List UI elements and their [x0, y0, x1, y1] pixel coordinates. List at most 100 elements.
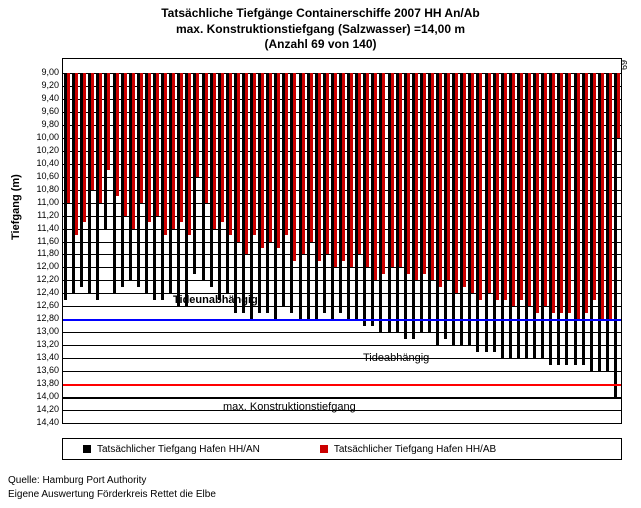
y-tick-label: 11,40 — [37, 223, 59, 233]
bar-ab — [374, 73, 377, 280]
bar-ab — [447, 73, 450, 280]
bar-ab — [382, 73, 385, 274]
y-axis-title: Tiefgang (m) — [10, 174, 22, 240]
footer-source: Quelle: Hamburg Port Authority — [8, 474, 216, 488]
y-tick-label: 10,80 — [36, 184, 59, 194]
chart-title: Tatsächliche Tiefgänge Containerschiffe … — [0, 0, 641, 53]
y-tick-label: 9,20 — [41, 80, 59, 90]
y-tick-label: 12,20 — [36, 274, 59, 284]
bar-ab — [366, 73, 369, 267]
title-line-3: (Anzahl 69 von 140) — [0, 37, 641, 53]
y-tick-label: 12,80 — [36, 313, 59, 323]
y-tick-label: 11,80 — [37, 248, 59, 258]
bar-ab — [285, 73, 288, 235]
annotation-label: max. Konstruktionstiefgang — [223, 401, 356, 413]
bar-ab — [107, 73, 110, 170]
bar-ab — [520, 73, 523, 300]
reference-line — [63, 319, 621, 321]
bar-ab — [609, 73, 612, 319]
bar-ab — [164, 73, 167, 235]
y-tick-label: 14,00 — [36, 391, 59, 401]
bar-ab — [504, 73, 507, 300]
bars-container — [63, 73, 621, 423]
bar-ab — [391, 73, 394, 267]
reference-line — [63, 397, 621, 399]
y-tick-label: 12,00 — [36, 261, 59, 271]
bar-ab — [512, 73, 515, 306]
bar-ab — [245, 73, 248, 254]
y-tick-label: 11,60 — [37, 236, 59, 246]
y-tick-label: 9,80 — [41, 119, 59, 129]
y-tick-label: 13,80 — [36, 378, 59, 388]
footer-attribution: Eigene Auswertung Förderkreis Rettet die… — [8, 488, 216, 502]
bar-ab — [172, 73, 175, 229]
bar-ab — [318, 73, 321, 261]
y-tick-label: 13,00 — [36, 326, 59, 336]
plot-area: TideunabhängigTideabhängigmax. Konstrukt… — [62, 58, 622, 424]
legend-label-ab: Tatsächlicher Tiefgang Hafen HH/AB — [334, 444, 496, 455]
y-tick-label: 12,40 — [36, 287, 59, 297]
bar-ab — [261, 73, 264, 248]
bar-ab — [99, 73, 102, 203]
bar-ab — [560, 73, 563, 313]
bar-ab — [205, 73, 208, 203]
bar-ab — [488, 73, 491, 293]
bar-ab — [213, 73, 216, 229]
bar-ab — [439, 73, 442, 287]
y-tick-label: 10,20 — [36, 145, 59, 155]
bar-ab — [67, 73, 70, 203]
legend-item-ab: Tatsächlicher Tiefgang Hafen HH/AB — [320, 444, 496, 455]
y-tick-label: 12,60 — [36, 300, 59, 310]
bar-ab — [585, 73, 588, 313]
bar-ab — [577, 73, 580, 319]
bar-ab — [132, 73, 135, 229]
bar-ab — [196, 73, 199, 177]
bar-ab — [479, 73, 482, 300]
bar-ab — [91, 73, 94, 190]
bar-ab — [568, 73, 571, 313]
y-tick-label: 11,20 — [37, 210, 59, 220]
bar-ab — [253, 73, 256, 235]
y-tick-label: 9,40 — [41, 93, 59, 103]
y-tick-label: 14,20 — [36, 404, 59, 414]
y-tick-label: 13,60 — [36, 365, 59, 375]
reference-line — [63, 384, 621, 386]
bar-ab — [593, 73, 596, 300]
bar-ab — [528, 73, 531, 306]
legend-swatch-ab — [320, 445, 328, 453]
bar-ab — [75, 73, 78, 235]
bar-ab — [358, 73, 361, 254]
y-tick-label: 10,00 — [36, 132, 59, 142]
bar-ab — [455, 73, 458, 293]
annotation-label: Tideunabhängig — [173, 294, 258, 306]
bar-ab — [140, 73, 143, 203]
bar-ab — [342, 73, 345, 261]
legend-swatch-an — [83, 445, 91, 453]
legend: Tatsächlicher Tiefgang Hafen HH/AN Tatsä… — [62, 438, 622, 460]
bar-ab — [617, 73, 620, 138]
bar-ab — [407, 73, 410, 274]
bar-ab — [229, 73, 232, 235]
bar-ab — [423, 73, 426, 274]
gridline — [63, 423, 621, 424]
bar-ab — [536, 73, 539, 313]
title-line-2: max. Konstruktionstiefgang (Salzwasser) … — [0, 22, 641, 38]
bar-ab — [277, 73, 280, 248]
bar-ab — [269, 73, 272, 242]
bar-ab — [496, 73, 499, 300]
y-tick-label: 10,40 — [36, 158, 59, 168]
legend-item-an: Tatsächlicher Tiefgang Hafen HH/AN — [83, 444, 260, 455]
bar-ab — [293, 73, 296, 261]
bar-ab — [334, 73, 337, 267]
y-tick-label: 9,60 — [41, 106, 59, 116]
y-tick-label: 13,20 — [36, 339, 59, 349]
legend-label-an: Tatsächlicher Tiefgang Hafen HH/AN — [97, 444, 260, 455]
bar-ab — [471, 73, 474, 293]
y-tick-label: 10,60 — [36, 171, 59, 181]
bar-ab — [124, 73, 127, 216]
footer: Quelle: Hamburg Port Authority Eigene Au… — [8, 474, 216, 502]
bar-ab — [116, 73, 119, 196]
bar-ab — [552, 73, 555, 313]
bar-ab — [221, 73, 224, 222]
bar-ab — [463, 73, 466, 287]
